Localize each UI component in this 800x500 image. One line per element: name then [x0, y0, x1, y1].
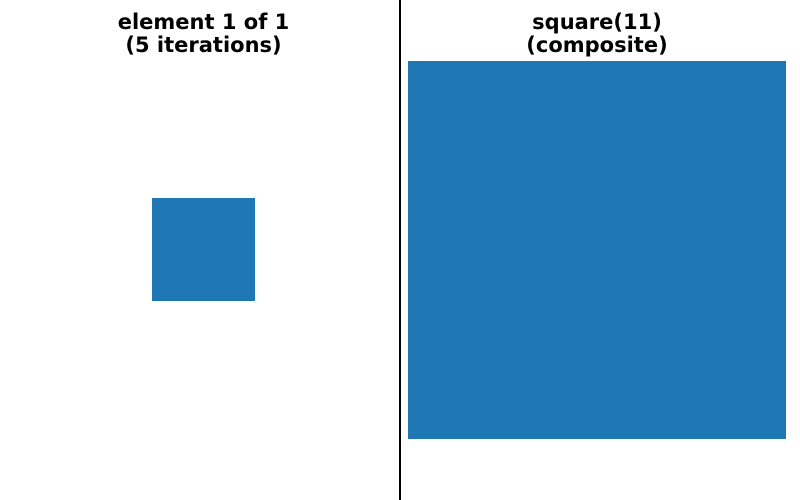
right-panel-title-line1: square(11): [532, 10, 662, 34]
right-panel: square(11) (composite): [401, 0, 800, 500]
left-panel-title: element 1 of 1 (5 iterations): [0, 11, 407, 57]
element-square: [152, 198, 255, 301]
right-panel-title-line2: (composite): [526, 33, 668, 57]
left-panel-title-line1: element 1 of 1: [117, 10, 290, 34]
left-panel-title-line2: (5 iterations): [125, 33, 282, 57]
panel-divider: [399, 0, 401, 500]
left-panel: element 1 of 1 (5 iterations): [118, 11, 289, 301]
composite-square: [408, 61, 786, 439]
right-panel-title: square(11) (composite): [401, 11, 793, 57]
